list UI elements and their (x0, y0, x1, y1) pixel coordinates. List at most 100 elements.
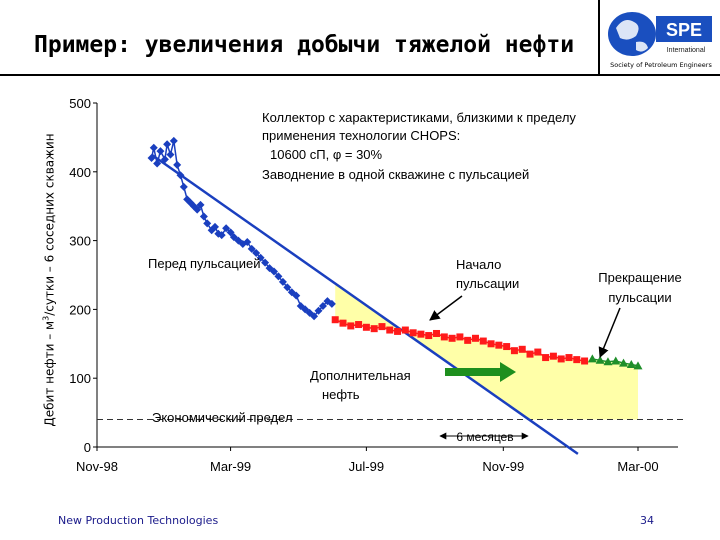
data-point (318, 301, 327, 310)
data-point (147, 154, 156, 163)
logo-divider (598, 0, 600, 76)
y-tick-label: 300 (69, 234, 91, 249)
annotation-start-pulsation-2: пульсации (456, 276, 519, 291)
data-point (619, 358, 629, 367)
annotation-reservoir-2: применения технологии CHOPS: (262, 128, 460, 143)
data-point (156, 147, 165, 156)
data-point (386, 326, 394, 334)
data-point (355, 321, 363, 329)
data-point (518, 345, 526, 353)
footer-left-text: New Production Technologies (58, 514, 219, 527)
data-point (626, 359, 636, 368)
annotation-economic-limit: Экономический предел (152, 410, 293, 425)
logo-sub: International (667, 47, 706, 54)
x-tick-label: Mar-99 (210, 459, 251, 474)
data-point (565, 354, 573, 362)
data-point (283, 283, 292, 292)
data-point (581, 357, 589, 365)
data-point (362, 323, 370, 331)
data-point (542, 354, 550, 362)
data-point (252, 248, 261, 257)
data-point (256, 253, 265, 262)
annotation-start-pulsation-1: Начало (456, 257, 501, 272)
data-point (401, 326, 409, 334)
series-connector (173, 140, 178, 166)
data-point (169, 136, 178, 145)
data-point (149, 143, 158, 152)
data-point (247, 244, 256, 253)
annotation-stop-pulsation-2: пульсации (608, 290, 671, 305)
data-point (199, 212, 208, 221)
data-point (503, 343, 511, 351)
data-point (217, 231, 226, 240)
data-point (526, 350, 534, 358)
data-point (166, 150, 175, 159)
data-point (314, 306, 323, 315)
data-point (222, 224, 231, 233)
data-point (603, 357, 613, 366)
data-point (331, 316, 339, 324)
data-point (471, 334, 479, 342)
annotation-reservoir-4: Заводнение в одной скважине с пульсацией (262, 167, 529, 182)
data-point (243, 237, 252, 246)
data-point (163, 140, 172, 149)
data-point (573, 356, 581, 364)
data-point (595, 355, 605, 364)
logo-text: SPE (666, 20, 702, 40)
annotation-six-months: 6 месяцев (456, 430, 513, 444)
stop-pulsation-arrow (598, 307, 621, 358)
data-point (394, 327, 402, 335)
data-point (378, 323, 386, 331)
data-point (534, 348, 542, 356)
data-point (347, 322, 355, 330)
data-point (327, 299, 336, 308)
data-point (611, 356, 621, 365)
data-point (173, 160, 182, 169)
data-point (495, 341, 503, 349)
data-point (433, 329, 441, 337)
y-tick-label: 200 (69, 302, 91, 317)
y-tick-label: 0 (84, 440, 91, 455)
y-tick-label: 100 (69, 371, 91, 386)
start-pulsation-arrow (429, 295, 463, 321)
x-tick-label: Nov-99 (482, 459, 524, 474)
title-underline (0, 74, 720, 76)
data-point (196, 200, 205, 209)
data-point (456, 333, 464, 341)
data-point (549, 352, 557, 360)
page-number: 34 (640, 514, 654, 527)
data-point (226, 228, 235, 237)
data-point (153, 159, 162, 168)
data-point (269, 267, 278, 276)
x-tick-label: Nov-98 (76, 459, 118, 474)
data-point (193, 205, 202, 214)
data-point (203, 219, 212, 228)
logo-caption: Society of Petroleum Engineers (610, 61, 712, 69)
data-point (176, 171, 185, 180)
data-point (587, 354, 597, 363)
annotation-additional-oil-1: Дополнительная (310, 368, 411, 383)
data-point (417, 330, 425, 338)
data-point (633, 361, 643, 370)
data-point (339, 319, 347, 327)
data-point (510, 347, 518, 355)
data-point (278, 277, 287, 286)
spe-logo-icon: SPE International (608, 12, 712, 56)
data-point (440, 333, 448, 341)
annotation-reservoir-1: Коллектор с характеристиками, близкими к… (262, 110, 576, 125)
data-point (448, 334, 456, 342)
data-point (487, 340, 495, 348)
slide-title: Пример: увеличения добычи тяжелой нефти (34, 32, 575, 58)
data-point (464, 336, 472, 344)
data-point (160, 155, 169, 164)
decline-trend-line (150, 153, 579, 455)
series-1 (331, 316, 589, 365)
annotation-before-pulsation: Перед пульсацией (148, 256, 261, 271)
annotation-stop-pulsation-1: Прекращение (598, 270, 681, 285)
data-point (210, 222, 219, 231)
y-tick-label: 500 (69, 96, 91, 111)
x-tick-label: Mar-00 (617, 459, 658, 474)
series-0 (147, 136, 336, 321)
data-point (292, 291, 301, 300)
